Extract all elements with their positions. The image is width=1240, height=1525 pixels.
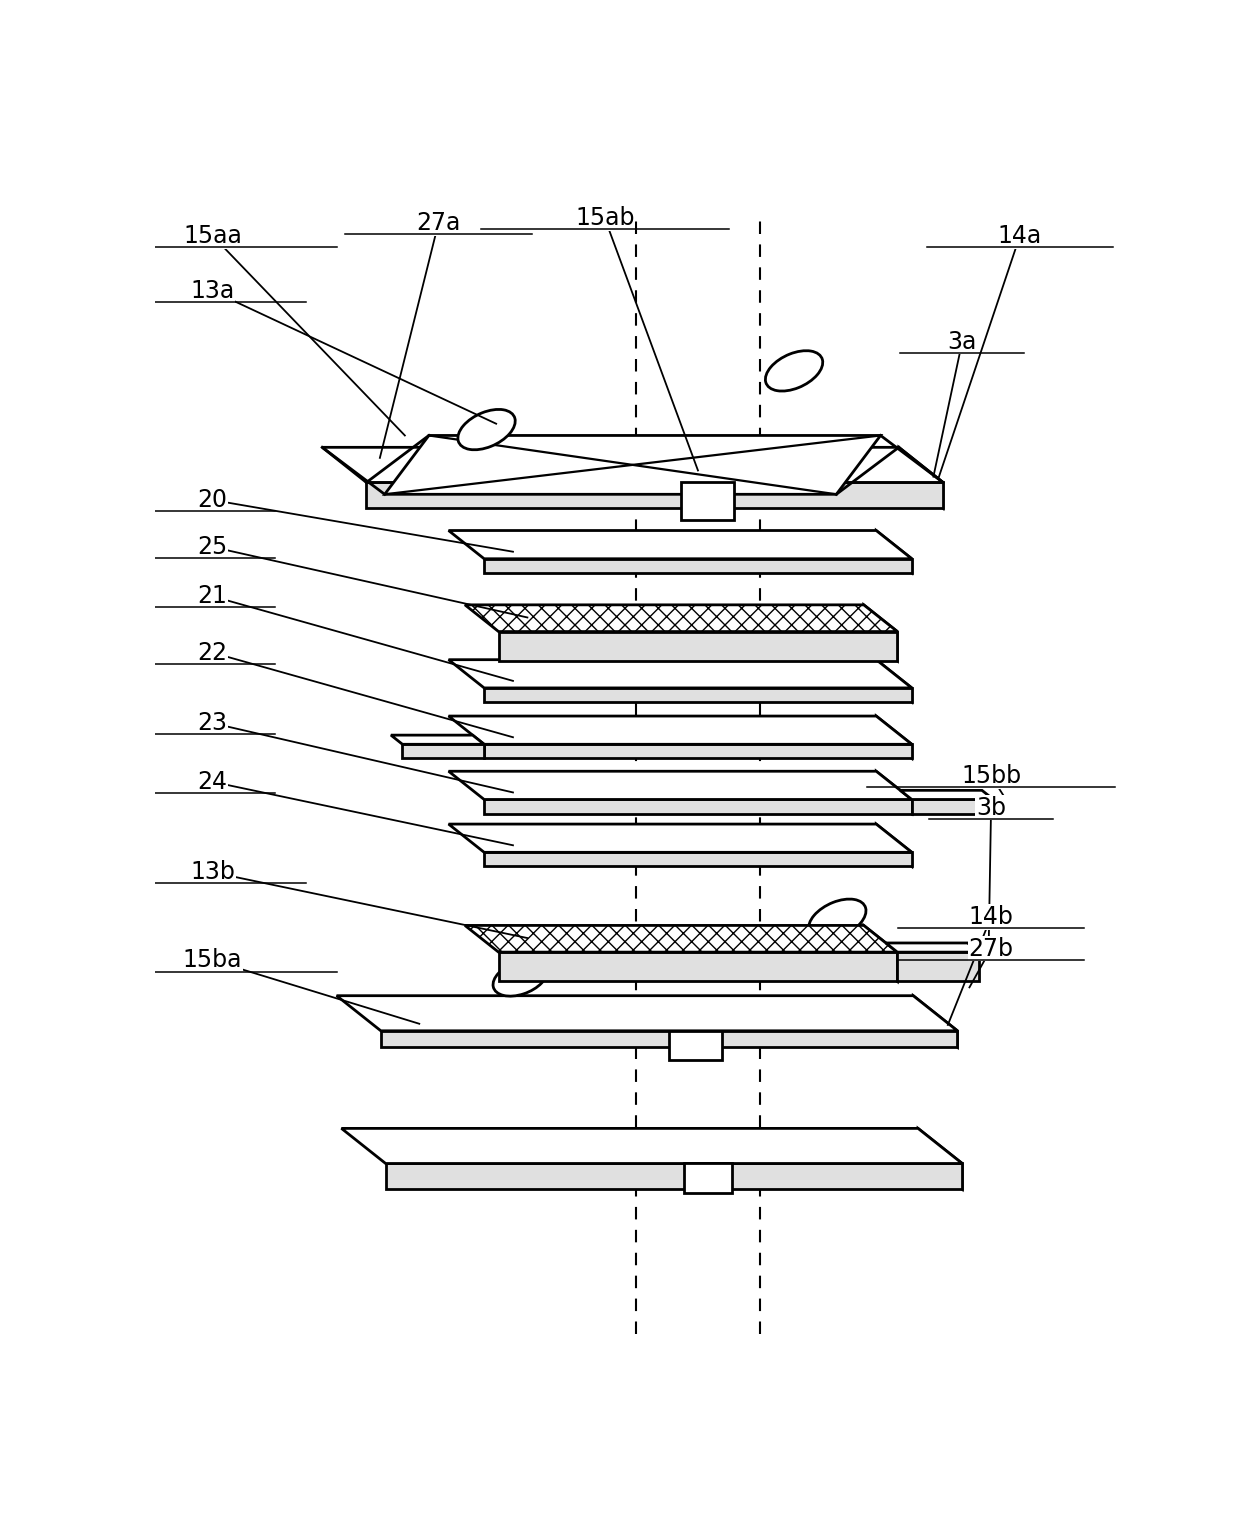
Ellipse shape xyxy=(494,959,547,996)
Ellipse shape xyxy=(765,351,823,390)
Polygon shape xyxy=(449,772,911,799)
Polygon shape xyxy=(341,1128,962,1164)
Polygon shape xyxy=(322,447,944,482)
Text: 22: 22 xyxy=(197,640,228,665)
Text: 21: 21 xyxy=(197,584,228,608)
Polygon shape xyxy=(381,1031,957,1048)
Text: 15ab: 15ab xyxy=(575,206,635,230)
Polygon shape xyxy=(336,996,957,1031)
Text: 20: 20 xyxy=(197,488,228,512)
Text: 13b: 13b xyxy=(190,860,236,884)
Polygon shape xyxy=(498,952,898,982)
Polygon shape xyxy=(900,790,993,799)
Polygon shape xyxy=(898,952,980,982)
Polygon shape xyxy=(386,1164,962,1190)
Polygon shape xyxy=(484,688,911,702)
Polygon shape xyxy=(877,772,911,813)
Polygon shape xyxy=(670,1031,722,1060)
Polygon shape xyxy=(484,852,911,866)
Polygon shape xyxy=(899,447,944,508)
Text: 15aa: 15aa xyxy=(184,224,242,249)
Polygon shape xyxy=(877,660,911,702)
Polygon shape xyxy=(391,735,484,744)
Polygon shape xyxy=(864,926,898,982)
Polygon shape xyxy=(681,482,734,520)
Polygon shape xyxy=(367,482,944,508)
Polygon shape xyxy=(384,436,880,494)
Text: 3b: 3b xyxy=(976,796,1006,820)
Polygon shape xyxy=(913,996,957,1048)
Polygon shape xyxy=(449,824,911,852)
Polygon shape xyxy=(484,744,911,758)
Text: 15bb: 15bb xyxy=(961,764,1021,788)
Polygon shape xyxy=(911,799,993,813)
Polygon shape xyxy=(683,1164,732,1193)
Polygon shape xyxy=(449,717,911,744)
Text: 23: 23 xyxy=(197,711,228,735)
Text: 27a: 27a xyxy=(417,210,461,235)
Polygon shape xyxy=(449,531,911,558)
Polygon shape xyxy=(877,717,911,758)
Ellipse shape xyxy=(808,900,866,939)
Polygon shape xyxy=(449,660,911,688)
Polygon shape xyxy=(877,824,911,866)
Polygon shape xyxy=(484,558,911,573)
Polygon shape xyxy=(877,531,911,573)
Polygon shape xyxy=(484,799,911,813)
Ellipse shape xyxy=(458,409,516,450)
Polygon shape xyxy=(864,605,898,660)
Text: 14b: 14b xyxy=(968,904,1013,929)
Polygon shape xyxy=(403,744,484,758)
Text: 14a: 14a xyxy=(998,224,1042,249)
Polygon shape xyxy=(465,605,898,631)
Polygon shape xyxy=(918,1128,962,1190)
Text: 27b: 27b xyxy=(968,936,1013,961)
Polygon shape xyxy=(885,942,980,952)
Polygon shape xyxy=(465,926,898,952)
Text: 3a: 3a xyxy=(947,329,977,354)
Polygon shape xyxy=(498,631,898,660)
Text: 13a: 13a xyxy=(191,279,234,303)
Text: 25: 25 xyxy=(197,535,228,560)
Text: 24: 24 xyxy=(197,770,228,795)
Text: 15ba: 15ba xyxy=(184,949,242,973)
